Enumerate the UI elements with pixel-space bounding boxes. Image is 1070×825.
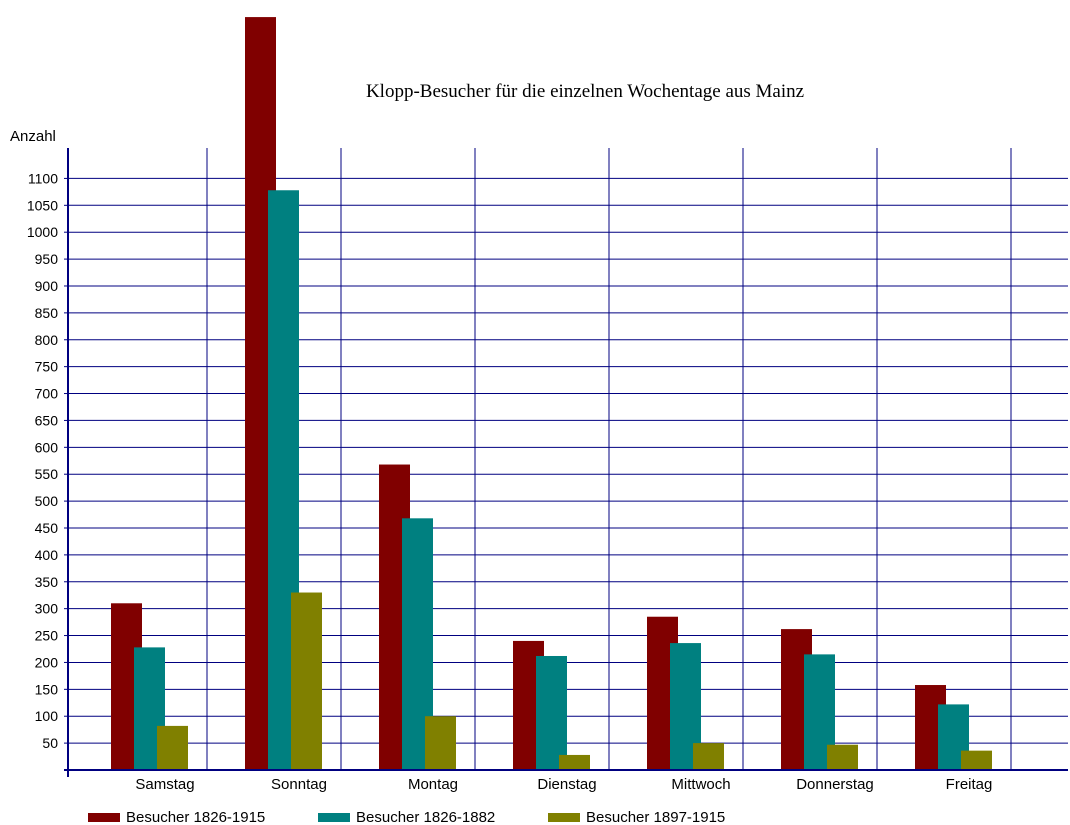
y-tick-label: 350 (35, 574, 59, 590)
x-tick-label-freitag: Freitag (946, 776, 993, 793)
y-tick-label: 150 (35, 681, 59, 697)
y-tick-labels: 50 100 150 200 250 300 350 400 450 500 550 600 650 70… (27, 170, 58, 751)
y-tick-label: 200 (35, 654, 59, 670)
x-tick-labels: Samstag Sonntag Montag Dienstag Mittwoch Donn… (135, 776, 992, 793)
legend-swatch-2 (318, 813, 350, 822)
y-tick-label: 500 (35, 493, 59, 509)
y-axis-label: Anzahl (10, 128, 56, 145)
y-tick-label: 950 (35, 251, 59, 267)
x-tick-label-dienstag: Dienstag (537, 776, 596, 793)
legend-label-2: Besucher 1826-1882 (356, 809, 495, 825)
y-tick-label: 900 (35, 278, 59, 294)
bar-dienstag-series-2 (536, 656, 567, 770)
legend-label-3: Besucher 1897-1915 (586, 809, 725, 825)
y-tick-label: 1050 (27, 197, 58, 213)
bar-dienstag-series-3 (559, 755, 590, 770)
bar-samstag-series-3 (157, 726, 188, 770)
bar-sonntag-series-3 (291, 593, 322, 770)
y-tick-label: 650 (35, 412, 59, 428)
x-tick-label-montag: Montag (408, 776, 458, 793)
y-tick-label: 1000 (27, 224, 58, 240)
legend-swatch-1 (88, 813, 120, 822)
y-tick-label: 850 (35, 305, 59, 321)
y-tick-label: 250 (35, 628, 59, 644)
x-tick-label-samstag: Samstag (135, 776, 194, 793)
y-tick-label: 400 (35, 547, 59, 563)
legend-swatch-3 (548, 813, 580, 822)
y-tick-label: 300 (35, 601, 59, 617)
x-tick-label-mittwoch: Mittwoch (671, 776, 730, 793)
y-tick-label: 450 (35, 520, 59, 536)
y-tick-label: 100 (35, 708, 59, 724)
y-tick-label: 700 (35, 386, 59, 402)
y-tick-label: 600 (35, 439, 59, 455)
y-tick-label: 1100 (28, 170, 58, 186)
legend-label-1: Besucher 1826-1915 (126, 809, 265, 825)
bar-mittwoch-series-3 (693, 743, 724, 770)
chart-title: Klopp-Besucher für die einzelnen Wochent… (366, 81, 804, 102)
legend: Besucher 1826-1915 Besucher 1826-1882 Besu… (88, 809, 725, 825)
y-tick-label: 750 (35, 359, 59, 375)
bar-donnerstag-series-3 (827, 745, 858, 770)
y-tick-label: 50 (42, 735, 58, 751)
grid-lines (68, 148, 1068, 770)
y-tick-label: 550 (35, 466, 59, 482)
x-tick-label-sonntag: Sonntag (271, 776, 327, 793)
y-tick-label: 800 (35, 332, 59, 348)
bar-montag-series-3 (425, 716, 456, 770)
x-tick-label-donnerstag: Donnerstag (796, 776, 874, 793)
bar-freitag-series-3 (961, 751, 992, 770)
